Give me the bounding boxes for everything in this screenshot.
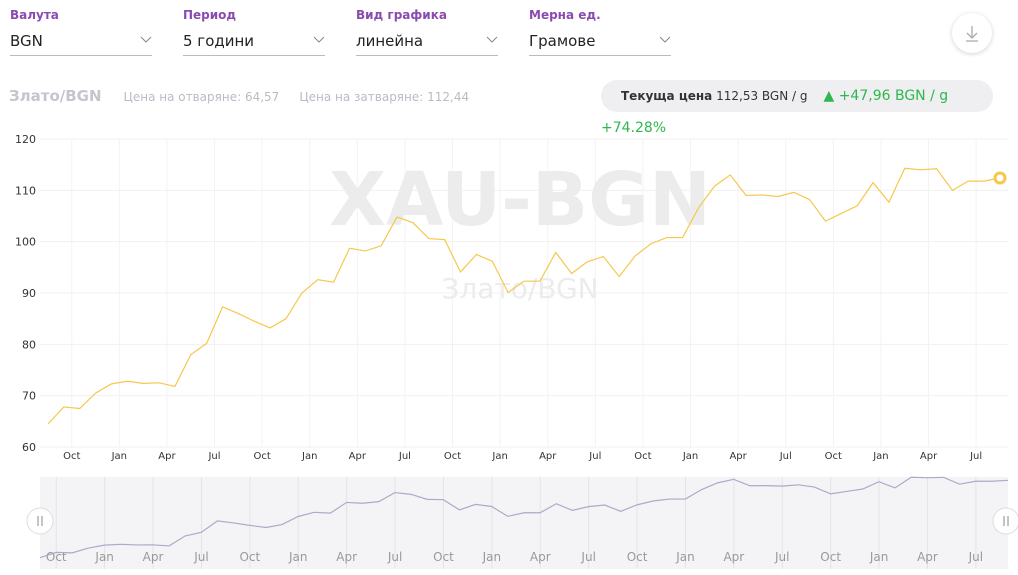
- filter-label: Мерна ед.: [529, 8, 601, 22]
- chevron: [486, 36, 498, 43]
- change-pct: +74.28%: [601, 120, 667, 136]
- current-point: [993, 171, 1007, 185]
- x-tick-label: Jan: [491, 451, 507, 462]
- change-abs: +47,96 BGN / g: [838, 88, 949, 104]
- watermark: XAU-BGN: [329, 157, 711, 243]
- navigator-tick-label: Oct: [239, 550, 260, 564]
- x-tick-label: Jan: [111, 451, 127, 462]
- filter[interactable]: Мерна ед. Грамове: [529, 8, 671, 56]
- x-tick-label: Jul: [779, 451, 792, 462]
- filter-label: Валута: [10, 8, 59, 22]
- filter-value[interactable]: Грамове: [529, 32, 671, 56]
- navigator-tick-label: Apr: [530, 550, 551, 564]
- navigator-tick-label: Jul: [968, 550, 983, 564]
- instrument-title: Злато/BGN: [9, 87, 102, 105]
- filter[interactable]: Валута BGN: [10, 8, 152, 56]
- x-tick-label: Jan: [301, 451, 317, 462]
- navigator-tick-label: Apr: [143, 550, 164, 564]
- download-button[interactable]: [952, 13, 992, 53]
- x-tick-label: Apr: [729, 451, 747, 462]
- x-tick-label: Apr: [349, 451, 367, 462]
- navigator-tick-label: Jan: [94, 550, 114, 564]
- x-tick-label: Oct: [825, 451, 842, 462]
- close-price: Цена на затваряне: 112,44: [299, 90, 470, 104]
- navigator-tick-label: Apr: [917, 550, 938, 564]
- y-tick-label: 120: [15, 133, 36, 146]
- filter-value[interactable]: BGN: [10, 32, 152, 56]
- watermark-sub: Злато/BGN: [441, 272, 598, 305]
- current-price: Текуща цена 112,53 BGN / g ▲ +47,96 BGN /…: [601, 80, 993, 136]
- navigator-tick-label: Oct: [820, 550, 841, 564]
- handle-grip: [1003, 516, 1009, 526]
- navigator-tick-label: Jan: [482, 550, 502, 564]
- navigator-tick-label: Jan: [288, 550, 308, 564]
- navigator-tick-label: Oct: [627, 550, 648, 564]
- filter[interactable]: Период 5 години: [183, 8, 325, 56]
- x-tick-label: Apr: [920, 451, 938, 462]
- x-tick-label: Jul: [398, 451, 411, 462]
- x-tick-label: Oct: [634, 451, 651, 462]
- x-tick-label: Jul: [588, 451, 601, 462]
- y-tick-label: 90: [22, 287, 36, 300]
- y-tick-label: 100: [15, 236, 36, 249]
- change: ▲ +47,96 BGN / g +74.28%: [601, 88, 949, 136]
- navigator-tick-label: Oct: [46, 550, 67, 564]
- summary: Злато/BGN Цена на отваряне: 64,57 Цена на …: [9, 87, 469, 105]
- chevron: [140, 36, 152, 43]
- download-icon: [966, 26, 978, 42]
- x-tick-label: Apr: [158, 451, 176, 462]
- filter-label: Вид графика: [356, 8, 447, 22]
- y-tick-label: 70: [22, 390, 36, 403]
- chevron: [659, 36, 671, 43]
- x-tick-label: Oct: [253, 451, 270, 462]
- navigator-tick-label: Jan: [675, 550, 695, 564]
- current-value: 112,53 BGN / g: [716, 89, 808, 103]
- filter-value[interactable]: линейна: [356, 32, 498, 56]
- value: Грамове: [529, 32, 596, 50]
- chevron: [313, 36, 325, 43]
- navigator-handle[interactable]: [992, 507, 1018, 535]
- y-tick-label: 60: [22, 441, 36, 454]
- navigator-tick-label: Apr: [723, 550, 744, 564]
- filter-value[interactable]: 5 години: [183, 32, 325, 56]
- navigator-handle[interactable]: [26, 507, 54, 535]
- x-tick-label: Jul: [207, 451, 220, 462]
- navigator-bg: [40, 477, 1008, 569]
- navigator-tick-label: Jul: [580, 550, 595, 564]
- value: BGN: [10, 32, 43, 50]
- x-tick-label: Oct: [63, 451, 80, 462]
- value: 5 години: [183, 32, 255, 50]
- navigator-line: [39, 476, 1009, 559]
- value: линейна: [356, 32, 424, 50]
- handle-grip: [37, 516, 43, 526]
- navigator-tick-label: Jul: [387, 550, 402, 564]
- navigator-tick-label: Apr: [336, 550, 357, 564]
- filter[interactable]: Вид графика линейна: [356, 8, 498, 56]
- y-tick-label: 110: [15, 184, 36, 197]
- filter-label: Период: [183, 8, 237, 22]
- x-tick-label: Jul: [969, 451, 982, 462]
- open-price: Цена на отваряне: 64,57: [123, 90, 280, 104]
- x-tick-label: Jan: [682, 451, 698, 462]
- navigator-tick-label: Jan: [869, 550, 889, 564]
- navigator-tick-label: Jul: [774, 550, 789, 564]
- navigator-tick-label: Oct: [433, 550, 454, 564]
- x-tick-label: Oct: [444, 451, 461, 462]
- current-label: Текуща цена: [621, 89, 713, 103]
- y-tick-label: 80: [22, 338, 36, 351]
- navigator-tick-label: Jul: [193, 550, 208, 564]
- x-tick-label: Apr: [539, 451, 557, 462]
- x-tick-label: Jan: [872, 451, 888, 462]
- price-line: [47, 167, 1001, 425]
